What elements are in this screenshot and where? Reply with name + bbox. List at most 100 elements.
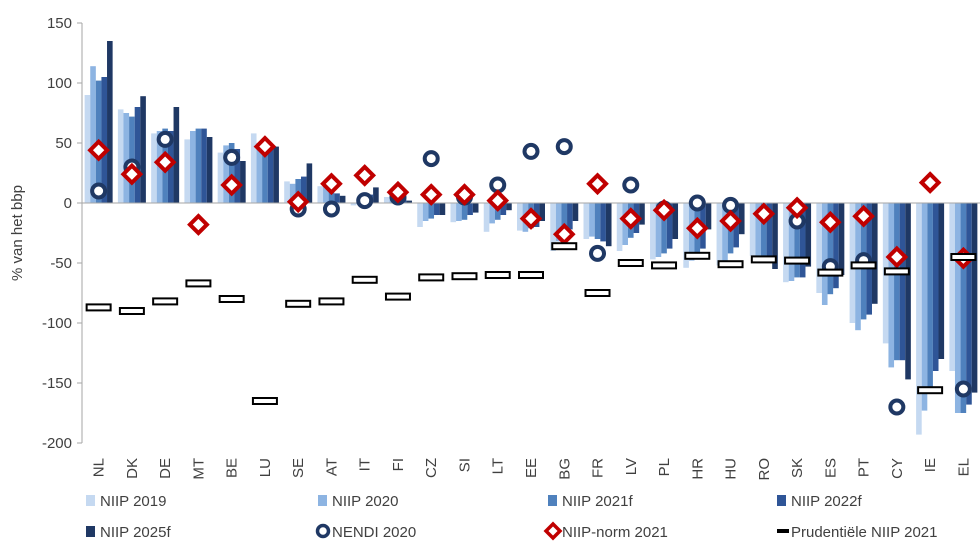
prudential-point-NL <box>85 303 112 312</box>
norm-point-IT <box>353 164 377 187</box>
bar-ES-0 <box>816 203 822 293</box>
prudential-point-HR <box>684 251 711 260</box>
bar-DK-0 <box>117 109 124 203</box>
bar-AT-1 <box>323 182 329 203</box>
x-tick-label-AT: AT <box>323 458 340 476</box>
bar-LU-0 <box>250 133 257 203</box>
legend-swatch-0 <box>86 495 95 506</box>
norm-point-LT <box>486 189 510 212</box>
norm-point-HU <box>719 209 742 233</box>
norm-point-RO <box>752 202 776 226</box>
bar-IT-4 <box>373 187 379 203</box>
bar-IE-4 <box>938 203 945 359</box>
x-tick-label-FI: FI <box>390 458 407 471</box>
bar-DK-4 <box>140 96 146 203</box>
y-tick-label: -200 <box>42 435 72 452</box>
x-tick-label-SI: SI <box>456 458 473 472</box>
norm-point-FI <box>386 180 410 204</box>
bar-EL-3 <box>966 203 972 405</box>
prudential-point-AT <box>318 297 345 306</box>
x-tick-label-PL: PL <box>656 458 673 476</box>
bar-NL-3 <box>101 77 108 203</box>
bar-PL-1 <box>655 203 662 257</box>
bar-CY-3 <box>899 203 906 361</box>
prudential-point-LT <box>484 271 511 279</box>
bar-IE-2 <box>927 203 933 392</box>
bar-RO-1 <box>755 203 762 257</box>
bar-EL-0 <box>949 203 955 371</box>
norm-point-PL <box>652 198 676 222</box>
bar-SI-4 <box>472 203 479 213</box>
bar-FR-4 <box>605 203 612 247</box>
x-tick-label-LV: LV <box>623 458 640 475</box>
bar-AT-0 <box>317 186 324 203</box>
bar-FI-0 <box>383 197 390 203</box>
bar-PL-0 <box>650 203 656 260</box>
bar-SI-0 <box>450 203 457 223</box>
x-tick-label-DK: DK <box>124 458 141 479</box>
prudential-point-BE <box>218 295 245 303</box>
bar-MT-2 <box>195 128 202 203</box>
x-tick-label-LT: LT <box>490 458 507 474</box>
bar-DE-0 <box>151 133 157 203</box>
bar-HU-4 <box>738 203 745 235</box>
bar-DK-1 <box>123 113 130 203</box>
bar-PT-4 <box>871 203 878 304</box>
y-tick-label: 100 <box>47 75 72 92</box>
prudential-point-CY <box>883 267 910 276</box>
norm-point-BE <box>220 173 243 197</box>
prudential-point-ES <box>817 268 844 277</box>
bar-BG-0 <box>550 203 556 251</box>
nendi-point-CY <box>888 398 906 416</box>
x-tick-label-EL: EL <box>955 458 972 476</box>
y-axis-title: % van het bbp <box>9 185 26 281</box>
x-tick-label-SK: SK <box>789 458 806 478</box>
prudential-point-IE <box>917 386 944 395</box>
bar-HU-0 <box>716 203 723 266</box>
markers-layer <box>82 130 980 416</box>
bar-EL-4 <box>971 203 978 393</box>
bar-BG-1 <box>555 203 562 242</box>
bar-LU-2 <box>262 145 268 203</box>
bar-BE-0 <box>217 152 224 203</box>
bar-PL-4 <box>672 203 679 239</box>
legend-label-2: NIIP 2021f <box>562 493 633 510</box>
bar-CY-1 <box>888 203 895 368</box>
prudential-point-IT <box>351 275 378 284</box>
axes-layer <box>77 22 83 444</box>
prudential-point-SE <box>285 299 312 308</box>
prudential-point-EE <box>518 271 544 279</box>
norm-point-SE <box>286 190 310 214</box>
norm-point-HR <box>685 216 709 240</box>
legend-swatch-4 <box>86 526 95 537</box>
x-tick-label-IE: IE <box>922 458 939 472</box>
legend-label-7: Prudentiële NIIP 2021 <box>791 524 938 541</box>
prudential-point-LV <box>617 259 644 267</box>
bar-NL-0 <box>84 95 91 203</box>
norm-point-CZ <box>419 183 443 206</box>
y-tick-label: -50 <box>50 255 72 272</box>
bar-HR-0 <box>683 203 689 268</box>
bar-MT-3 <box>201 128 207 203</box>
x-tick-label-FR: FR <box>590 458 607 478</box>
bar-EE-4 <box>539 203 545 221</box>
prudential-point-SK <box>784 256 811 265</box>
x-tick-label-NL: NL <box>91 458 108 477</box>
bar-BG-4 <box>572 203 579 221</box>
norm-point-ES <box>819 210 842 234</box>
bar-LT-1 <box>489 203 495 224</box>
bar-SE-0 <box>284 181 290 203</box>
bar-RO-4 <box>772 203 778 269</box>
prudential-point-FI <box>384 292 411 301</box>
bar-SI-1 <box>456 203 462 221</box>
bar-BE-3 <box>234 149 241 203</box>
x-tick-label-MT: MT <box>190 458 207 480</box>
nendi-point-IT <box>356 192 374 210</box>
bar-EE-0 <box>517 203 523 231</box>
x-tick-label-CZ: CZ <box>423 458 440 478</box>
norm-point-LU <box>253 135 277 158</box>
x-tick-label-HU: HU <box>723 458 740 480</box>
bar-CY-2 <box>894 203 900 361</box>
nendi-point-EL <box>954 380 972 398</box>
